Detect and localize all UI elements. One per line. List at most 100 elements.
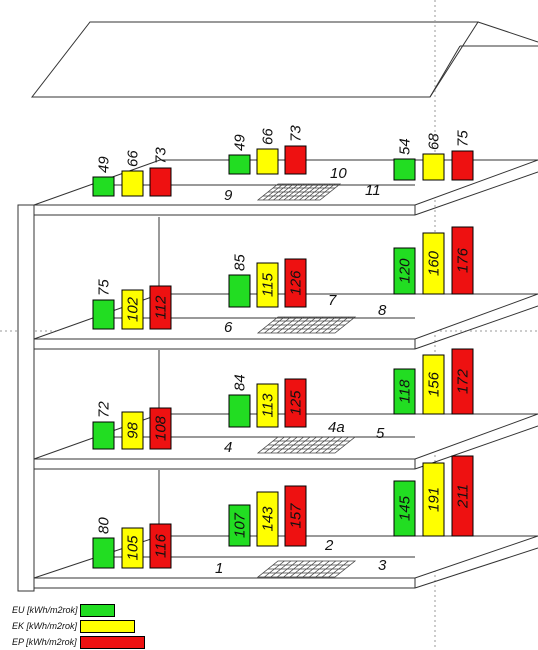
bar-group-1: 80 105 116 1 (92, 517, 223, 577)
room-label: 1 (215, 560, 223, 577)
bar-ek (422, 462, 445, 537)
value-label-ek: 113 (260, 393, 277, 418)
value-label-ep: 126 (288, 270, 305, 296)
bar-ek (422, 153, 445, 181)
bar-ek (256, 491, 279, 547)
value-label-ep: 75 (455, 130, 472, 147)
legend-item-ek: EK [kWh/m2rok] (12, 618, 145, 634)
value-label-eu: 80 (96, 517, 113, 534)
value-label-eu: 72 (96, 401, 113, 418)
bar-eu (393, 368, 416, 415)
roof (30, 21, 538, 98)
legend-swatch-ep (80, 635, 145, 649)
value-label-ep: 157 (288, 503, 305, 529)
room-label: 6 (224, 319, 233, 336)
value-label-eu: 49 (232, 134, 249, 151)
room-label: 4 (224, 439, 232, 456)
bar-ep (149, 167, 172, 197)
bar-ep (149, 407, 172, 450)
bar-eu (92, 537, 115, 569)
value-label-ek: 143 (260, 506, 277, 532)
bar-group-8: 120 160 176 8 (378, 226, 474, 319)
bar-group-9: 49 66 73 9 (92, 147, 233, 204)
value-label-ek: 102 (125, 296, 142, 322)
value-label-eu: 118 (397, 379, 414, 404)
value-label-ek: 156 (426, 371, 443, 397)
bar-group-11: 54 68 75 11 (365, 130, 474, 199)
legend: EU [kWh/m2rok] EK [kWh/m2rok] EP [kWh/m2… (12, 602, 145, 650)
bar-ek (256, 383, 279, 428)
room-label: 3 (378, 557, 387, 574)
bar-ek (256, 262, 279, 308)
bar-eu (228, 504, 251, 547)
value-label-ep: 73 (153, 147, 170, 164)
value-label-ek: 66 (125, 150, 142, 167)
bar-ek (256, 148, 279, 175)
room-label: 11 (365, 182, 381, 199)
bar-group-5: 118 156 172 5 (376, 348, 474, 442)
value-label-ep: 125 (288, 390, 305, 416)
legend-swatch-eu (80, 603, 115, 617)
floor-third: 75 102 112 6 85 115 126 7 120 160 176 8 (33, 217, 538, 350)
floor-grate (256, 183, 342, 201)
legend-item-eu: EU [kWh/m2rok] (12, 602, 145, 618)
room-label: 2 (324, 537, 334, 554)
value-label-ep: 73 (288, 125, 305, 142)
value-label-ep: 116 (153, 533, 170, 558)
value-label-eu: 120 (397, 258, 414, 284)
bar-eu (92, 176, 115, 197)
bar-eu (393, 480, 416, 537)
value-label-eu: 85 (232, 254, 249, 271)
value-label-ek: 115 (260, 272, 277, 297)
value-label-eu: 107 (232, 512, 249, 538)
value-label-ek: 105 (125, 535, 142, 561)
value-label-ek: 160 (426, 250, 443, 276)
bar-group-4a: 84 113 125 4a (228, 374, 345, 436)
bar-group-10: 49 66 73 10 (228, 125, 347, 182)
bar-ek (121, 527, 144, 569)
bar-eu (393, 158, 416, 181)
floor-ground: 80 105 116 1 107 143 157 2 145 191 211 3 (33, 455, 538, 589)
room-label: 5 (376, 425, 385, 442)
floor-grate (256, 560, 357, 578)
bar-ek (422, 354, 445, 415)
bar-ek (422, 232, 445, 295)
legend-label-ek: EK [kWh/m2rok] (12, 621, 78, 631)
floor-grate (256, 316, 357, 334)
value-label-ep: 172 (455, 368, 472, 394)
bar-group-4: 72 98 108 4 (92, 401, 232, 456)
floor-top: 49 66 73 9 49 66 73 10 54 68 75 11 (33, 125, 538, 216)
legend-swatch-ek (80, 619, 135, 633)
value-label-eu: 75 (96, 279, 113, 296)
bar-group-6: 75 102 112 6 (92, 279, 233, 336)
left-wall (17, 204, 35, 592)
bar-ep (284, 145, 307, 175)
bar-ep (284, 258, 307, 308)
value-label-eu: 145 (397, 495, 414, 521)
bar-eu (92, 299, 115, 330)
floor-grate (256, 436, 357, 454)
value-label-ek: 66 (260, 128, 277, 145)
bar-eu (228, 394, 251, 428)
bar-ep (451, 455, 474, 537)
bar-ep (451, 226, 474, 295)
room-label: 10 (330, 165, 347, 182)
bar-group-2: 107 143 157 2 (228, 485, 334, 554)
bar-eu (228, 274, 251, 308)
bar-eu (393, 247, 416, 295)
bar-ep (149, 523, 172, 569)
value-label-ep: 108 (153, 415, 170, 441)
value-label-ek: 98 (125, 422, 142, 439)
bar-ek (121, 289, 144, 330)
bar-group-3: 145 191 211 3 (378, 455, 474, 574)
value-label-ep: 176 (455, 247, 472, 273)
bar-ek (121, 411, 144, 450)
bar-eu (92, 421, 115, 450)
room-label: 8 (378, 302, 387, 319)
bar-ek (121, 170, 144, 197)
room-label: 7 (328, 292, 337, 309)
value-label-eu: 84 (232, 374, 249, 391)
value-label-ek: 191 (426, 487, 443, 512)
bar-ep (451, 150, 474, 181)
